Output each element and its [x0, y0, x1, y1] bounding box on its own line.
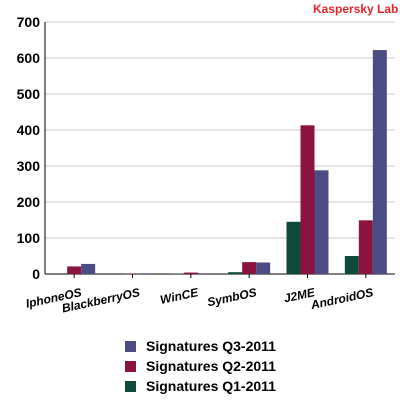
bar-wince-signatures-q2-2011: [183, 272, 198, 274]
x-category-label: SymbOS: [206, 285, 258, 309]
legend-swatch: [125, 360, 136, 372]
legend-swatch: [125, 380, 136, 392]
bar-iphoneos-signatures-q2-2011: [67, 266, 82, 274]
y-tick-label: 400: [17, 122, 41, 138]
bar-wince-signatures-q3-2011: [197, 273, 212, 274]
bar-j2me-signatures-q1-2011: [286, 221, 301, 274]
bars: [67, 50, 387, 274]
y-tick-labels: 0 100 200 300 400 500 600 700: [17, 14, 41, 282]
x-category-label: WinCE: [159, 285, 201, 307]
y-tick-label: 0: [32, 266, 40, 282]
bar-androidos-signatures-q1-2011: [344, 256, 359, 274]
chart-legend: Signatures Q3-2011 Signatures Q2-2011 Sign…: [125, 336, 276, 396]
bar-blackberryos-signatures-q3-2011: [139, 273, 154, 274]
legend-label: Signatures Q3-2011: [146, 338, 276, 354]
brand-logo-text: Kaspersky Lab: [313, 2, 399, 16]
legend-item: Signatures Q3-2011: [125, 336, 276, 356]
legend-item: Signatures Q2-2011: [125, 356, 276, 376]
legend-label: Signatures Q2-2011: [146, 358, 276, 374]
y-tick-label: 600: [17, 50, 41, 66]
y-tick-label: 700: [17, 14, 41, 30]
bar-iphoneos-signatures-q3-2011: [81, 263, 96, 274]
bar-androidos-signatures-q2-2011: [358, 220, 373, 274]
y-tick-label: 100: [17, 230, 41, 246]
bar-symbos-signatures-q1-2011: [228, 272, 243, 274]
bar-j2me-signatures-q3-2011: [314, 170, 329, 274]
axes: [44, 22, 395, 278]
legend-label: Signatures Q1-2011: [146, 378, 276, 394]
y-tick-label: 200: [17, 194, 41, 210]
y-tick-label: 300: [17, 158, 41, 174]
legend-swatch: [125, 340, 136, 352]
bar-androidos-signatures-q3-2011: [372, 50, 387, 274]
legend-item: Signatures Q1-2011: [125, 376, 276, 396]
bar-symbos-signatures-q3-2011: [256, 262, 271, 274]
bar-symbos-signatures-q2-2011: [242, 262, 257, 274]
x-category-label: J2ME: [283, 285, 318, 305]
y-tick-label: 500: [17, 86, 41, 102]
bar-j2me-signatures-q2-2011: [300, 125, 315, 274]
gridlines: [45, 21, 395, 239]
x-category-label: AndroidOS: [309, 285, 375, 312]
